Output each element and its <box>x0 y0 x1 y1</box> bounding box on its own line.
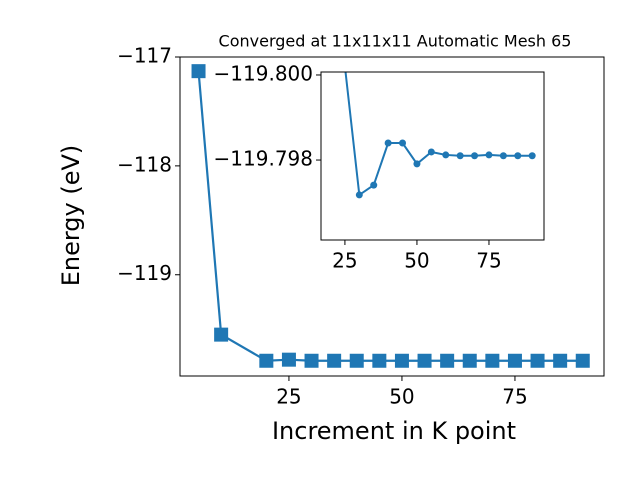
marker <box>304 353 319 368</box>
marker <box>440 353 455 368</box>
x-tick-label: 50 <box>404 249 429 273</box>
marker <box>507 353 522 368</box>
marker <box>471 152 479 160</box>
chart-title: Converged at 11x11x11 Automatic Mesh 65 <box>219 32 572 51</box>
marker <box>417 353 432 368</box>
axes-frame <box>179 56 605 377</box>
marker <box>370 181 378 189</box>
marker <box>384 139 392 147</box>
marker <box>191 64 206 79</box>
marker <box>427 148 435 156</box>
marker <box>514 152 522 160</box>
y-axis-label: Energy (eV) <box>57 145 85 287</box>
marker <box>281 352 296 367</box>
y-tick-label: −119 <box>117 261 172 285</box>
marker <box>575 353 590 368</box>
marker <box>399 139 407 147</box>
y-tick-label: −118 <box>117 152 172 176</box>
y-tick-label: −117 <box>117 44 172 68</box>
x-tick-label: 25 <box>276 385 301 409</box>
x-axis-label: Increment in K point <box>272 417 516 445</box>
axes-frame <box>320 71 545 241</box>
x-tick-label: 75 <box>502 385 527 409</box>
marker <box>553 353 568 368</box>
x-tick-label: 75 <box>476 249 501 273</box>
marker <box>413 160 421 168</box>
marker <box>349 353 364 368</box>
marker <box>456 152 464 160</box>
marker <box>327 353 342 368</box>
plot-layer <box>191 64 590 368</box>
marker <box>485 353 500 368</box>
marker <box>462 353 477 368</box>
marker <box>259 353 274 368</box>
marker <box>485 151 493 159</box>
marker <box>499 152 507 160</box>
x-tick-label: 50 <box>389 385 414 409</box>
marker <box>442 151 450 159</box>
marker <box>372 353 387 368</box>
marker <box>530 353 545 368</box>
marker <box>214 327 229 342</box>
x-tick-label: 25 <box>332 249 357 273</box>
y-tick-label: −119.798 <box>214 147 313 171</box>
marker <box>528 152 536 160</box>
plot-layer <box>344 72 536 199</box>
marker <box>355 191 363 199</box>
marker <box>394 353 409 368</box>
y-tick-label: −119.800 <box>214 61 313 85</box>
